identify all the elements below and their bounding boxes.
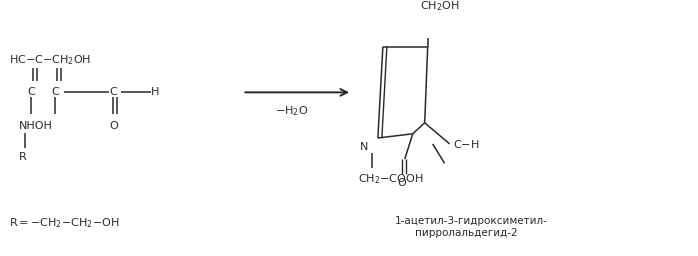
Text: NHOH: NHOH	[20, 121, 53, 131]
Text: $-$H$_2$O: $-$H$_2$O	[275, 104, 309, 118]
Text: пирролальдегид-2: пирролальдегид-2	[415, 228, 517, 238]
Text: R$=$−CH$_2$$−$CH$_2$$−$OH: R$=$−CH$_2$$−$CH$_2$$−$OH	[9, 216, 120, 230]
Text: H: H	[151, 87, 159, 97]
Text: R: R	[20, 152, 27, 162]
Text: O: O	[398, 178, 406, 188]
Text: C: C	[27, 87, 35, 97]
Text: C: C	[51, 87, 59, 97]
Text: C: C	[109, 87, 117, 97]
Text: N: N	[360, 142, 369, 152]
Text: 1-ацетил-3-гидроксиметил-: 1-ацетил-3-гидроксиметил-	[395, 216, 548, 226]
Text: C$-$H: C$-$H	[452, 138, 479, 150]
Text: CH$_2$OH: CH$_2$OH	[419, 0, 459, 13]
Text: CH$_2$$-$COOH: CH$_2$$-$COOH	[358, 172, 424, 186]
Text: HC$-$C$-$CH$_2$OH: HC$-$C$-$CH$_2$OH	[9, 54, 91, 67]
Text: O: O	[109, 121, 118, 131]
